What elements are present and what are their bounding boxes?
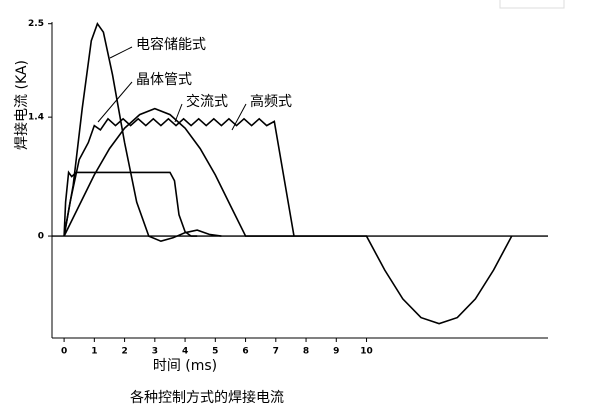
- y-tick-label: 1.4: [28, 113, 44, 123]
- annotation-leader: [97, 81, 133, 123]
- x-tick-label: 0: [61, 347, 67, 357]
- x-tick-label: 6: [242, 347, 248, 357]
- series-label: 高频式: [250, 93, 292, 110]
- series-label: 晶体管式: [136, 72, 192, 88]
- annotation-leader: [109, 46, 133, 59]
- ui-box: [499, 0, 565, 9]
- y-axis-label: 焊接电流 (KA): [13, 60, 30, 150]
- annotation-leader: [231, 103, 247, 131]
- y-tick-label: 2.5: [28, 19, 44, 29]
- x-axis-label: 时间 (ms): [153, 358, 217, 374]
- x-tick-label: 4: [182, 347, 188, 357]
- x-tick-label: 1: [91, 347, 97, 357]
- line-series: [63, 117, 295, 237]
- annotation-leader: [174, 103, 183, 123]
- y-tick-label: 0: [38, 232, 44, 242]
- series-label: 电容储能式: [136, 36, 206, 53]
- x-tick-label: 10: [360, 347, 373, 357]
- x-tick-label: 2: [121, 347, 127, 357]
- x-tick-label: 8: [303, 347, 309, 357]
- x-tick-label: 7: [273, 347, 279, 357]
- line-series: [63, 170, 198, 237]
- chart-title: 各种控制方式的焊接电流: [130, 389, 284, 406]
- x-tick-label: 3: [152, 347, 158, 357]
- x-tick-label: 5: [212, 347, 218, 357]
- line-series: [63, 107, 513, 325]
- x-tick-label: 9: [333, 347, 339, 357]
- line-series: [63, 21, 222, 243]
- series-label: 交流式: [186, 93, 228, 110]
